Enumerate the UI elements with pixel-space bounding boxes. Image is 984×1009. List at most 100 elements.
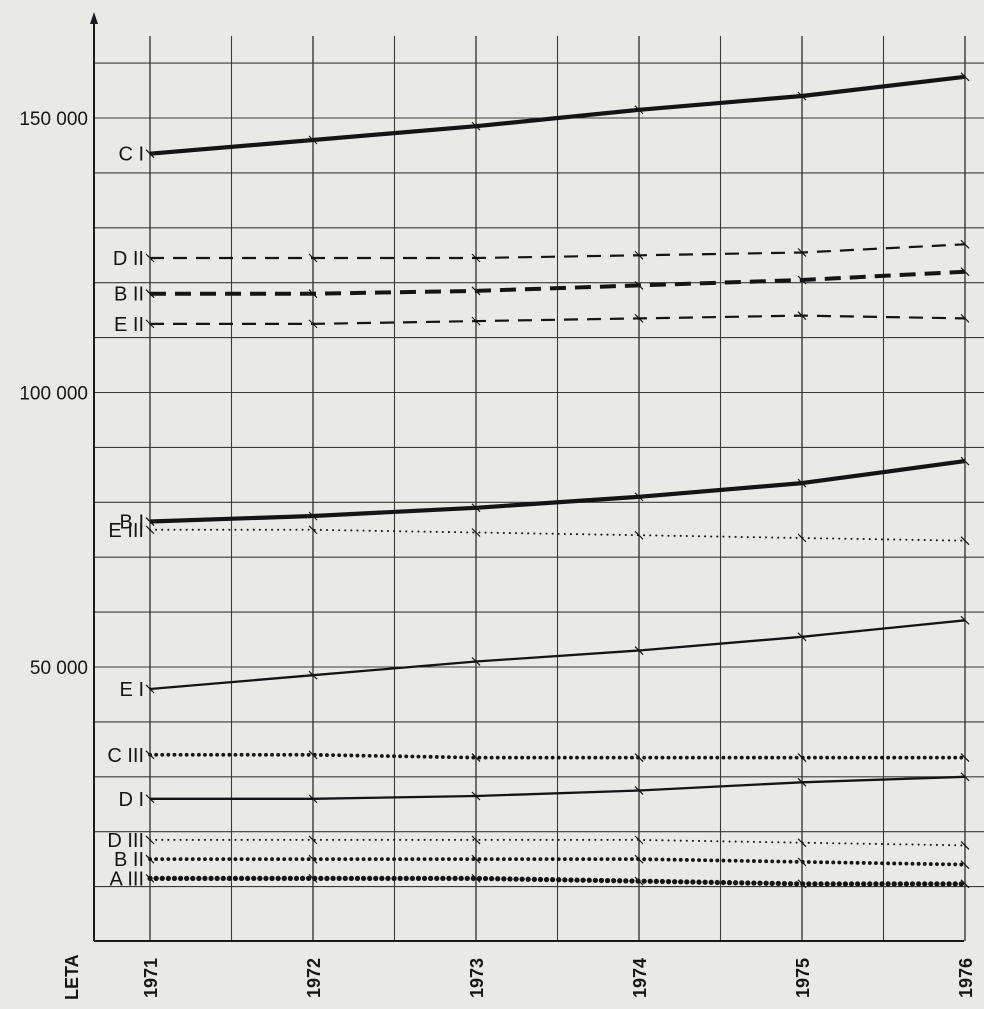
- series-label: E II: [114, 314, 144, 336]
- data-point: [960, 267, 970, 277]
- data-point: [308, 750, 318, 760]
- data-point: [145, 794, 155, 804]
- data-point: [471, 791, 481, 801]
- data-point: [634, 876, 644, 886]
- data-point: [145, 253, 155, 263]
- series-line: [150, 314, 966, 325]
- series-label: D III: [107, 830, 144, 852]
- data-point: [471, 873, 481, 883]
- series-label: C I: [118, 144, 144, 166]
- data-point: [960, 313, 970, 323]
- series-group: [145, 311, 970, 329]
- x-tick-label: 1972: [304, 958, 324, 998]
- series-label: D I: [118, 789, 144, 811]
- y-tick-label: 50 000: [30, 658, 88, 679]
- data-point: [797, 275, 807, 285]
- data-point: [797, 478, 807, 488]
- series-line: [147, 875, 968, 887]
- data-point: [471, 854, 481, 864]
- x-tick-label: 1973: [467, 958, 487, 998]
- series-group: [145, 835, 970, 850]
- data-point: [797, 879, 807, 889]
- series-group: [145, 854, 970, 870]
- data-point: [308, 289, 318, 299]
- x-tick-label: 1974: [630, 958, 650, 998]
- series-line: [148, 752, 967, 760]
- data-point: [634, 281, 644, 290]
- data-point: [145, 684, 155, 694]
- series-group: [145, 525, 970, 546]
- data-point: [308, 135, 318, 145]
- series-group: [145, 873, 970, 889]
- data-point: [308, 794, 318, 804]
- y-axis-arrow-icon: [90, 12, 98, 24]
- axes: [90, 12, 964, 942]
- series-label: E III: [108, 520, 144, 542]
- data-point: [634, 646, 644, 655]
- data-point: [960, 456, 970, 466]
- series-line: [149, 74, 966, 156]
- data-point: [308, 670, 318, 680]
- series-group: [145, 772, 970, 804]
- data-point: [145, 525, 155, 535]
- data-point: [960, 536, 970, 546]
- data-point: [634, 492, 644, 502]
- data-point: [797, 838, 807, 848]
- data-point: [308, 253, 318, 263]
- data-point: [960, 239, 970, 249]
- data-point: [797, 311, 807, 321]
- labels: 150 000 100 000 50 000 1971 1972 1973 1974 1975…: [19, 109, 976, 998]
- data-point: [308, 835, 318, 845]
- series-line: [150, 269, 966, 296]
- data-point: [308, 873, 318, 883]
- data-point: [471, 253, 481, 263]
- data-point: [471, 286, 481, 296]
- data-point: [308, 854, 318, 864]
- x-tick-label: 1976: [956, 958, 976, 998]
- data-point: [634, 313, 644, 323]
- data-point: [471, 316, 481, 326]
- data-point: [145, 319, 155, 329]
- grid: [94, 36, 984, 941]
- series-label: A III: [110, 868, 144, 890]
- data-point: [145, 873, 155, 883]
- data-point: [797, 91, 807, 101]
- data-point: [308, 525, 318, 535]
- data-point: [797, 777, 807, 787]
- data-point: [797, 632, 807, 642]
- series-group: [145, 456, 970, 526]
- data-point: [960, 753, 970, 763]
- data-point: [960, 615, 970, 625]
- data-point: [145, 750, 155, 760]
- data-point: [960, 860, 970, 870]
- data-point: [634, 250, 644, 260]
- data-point: [797, 753, 807, 763]
- series-line: [150, 243, 966, 260]
- series-label: C III: [107, 745, 144, 767]
- series-line: [148, 857, 967, 867]
- x-tick-label: 1975: [793, 958, 813, 998]
- y-tick-label: 150 000: [19, 109, 88, 130]
- data-point: [471, 835, 481, 845]
- data-point: [145, 854, 155, 864]
- data-point: [308, 319, 318, 329]
- data-point: [634, 835, 644, 845]
- series-group: [145, 615, 970, 694]
- series-group: [145, 750, 970, 763]
- series-layer: [145, 72, 970, 889]
- series-group: [145, 267, 970, 299]
- series-label: D II: [113, 248, 144, 270]
- series-label: B II: [114, 849, 144, 871]
- x-tick-label: 1971: [141, 958, 161, 998]
- data-point: [145, 289, 155, 299]
- data-point: [797, 857, 807, 867]
- data-point: [797, 533, 807, 543]
- data-point: [471, 753, 481, 763]
- series-group: [145, 239, 970, 263]
- data-point: [634, 753, 644, 763]
- x-axis-title: LETA: [62, 954, 82, 1000]
- data-point: [960, 879, 970, 889]
- data-point: [634, 530, 644, 540]
- data-point: [960, 841, 970, 850]
